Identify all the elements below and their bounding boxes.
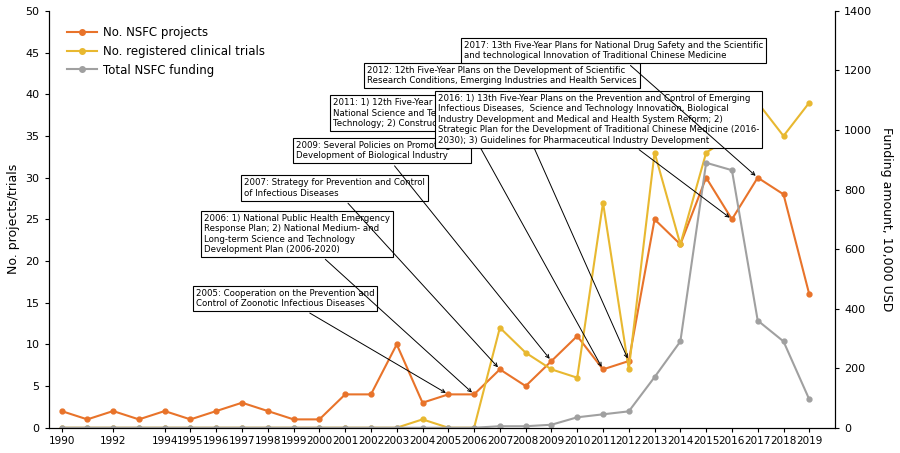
Text: 2009: Several Policies on Promoting the
Development of Biological Industry: 2009: Several Policies on Promoting the … [296,141,549,358]
Y-axis label: No. projects/trials: No. projects/trials [7,164,20,275]
Text: 2006: 1) National Public Health Emergency
Response Plan; 2) National Medium- and: 2006: 1) National Public Health Emergenc… [204,214,472,392]
Text: 2005: Cooperation on the Prevention and
Control of Zoonotic Infectious Diseases: 2005: Cooperation on the Prevention and … [195,289,445,392]
Text: 2012: 12th Five-Year Plans on the Development of Scientific
Research Conditions,: 2012: 12th Five-Year Plans on the Develo… [367,66,637,357]
Text: 2016: 1) 13th Five-Year Plans on the Prevention and Control of Emerging
Infectio: 2016: 1) 13th Five-Year Plans on the Pre… [438,94,760,217]
Legend: No. NSFC projects, No. registered clinical trials, Total NSFC funding: No. NSFC projects, No. registered clinic… [62,21,269,81]
Y-axis label: Funding amount, 10,000 USD: Funding amount, 10,000 USD [880,127,893,312]
Text: 2007: Strategy for Prevention and Control
of Infectious Diseases: 2007: Strategy for Prevention and Contro… [244,178,498,366]
Text: 2017: 13th Five-Year Plans for National Drug Safety and the Scientific
and techn: 2017: 13th Five-Year Plans for National … [464,41,763,175]
Text: 2011: 1) 12th Five-Year Plans on the Development of
National Science and Technol: 2011: 1) 12th Five-Year Plans on the Dev… [333,98,601,366]
